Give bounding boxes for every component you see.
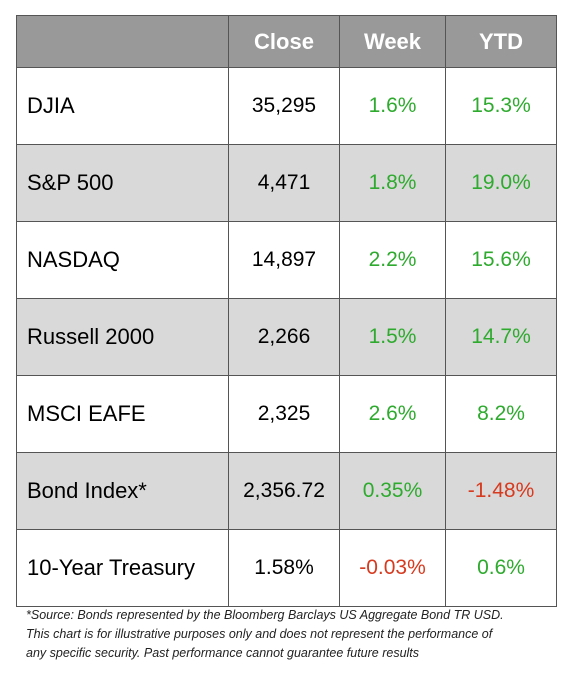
index-name: NASDAQ [16, 221, 229, 299]
header-index [16, 15, 229, 68]
table-row: MSCI EAFE 2,325 2.6% 8.2% [16, 375, 557, 453]
footnote-line: any specific security. Past performance … [26, 646, 420, 660]
week-change: 1.6% [339, 67, 446, 145]
close-value: 35,295 [228, 67, 340, 145]
market-table: Close Week YTD DJIA 35,295 1.6% 15.3% S&… [16, 15, 557, 607]
index-name: MSCI EAFE [16, 375, 229, 453]
header-row: Close Week YTD [16, 15, 557, 68]
index-name: 10-Year Treasury [16, 529, 229, 607]
ytd-change: 19.0% [445, 144, 557, 222]
week-change: 0.35% [339, 452, 446, 530]
footnote-line: *Source: Bonds represented by the Bloomb… [26, 608, 504, 622]
close-value: 2,266 [228, 298, 340, 376]
table-row: S&P 500 4,471 1.8% 19.0% [16, 144, 557, 222]
close-value: 1.58% [228, 529, 340, 607]
week-change: 2.6% [339, 375, 446, 453]
index-name: DJIA [16, 67, 229, 145]
table-row: DJIA 35,295 1.6% 15.3% [16, 67, 557, 145]
header-close: Close [228, 15, 340, 68]
close-value: 14,897 [228, 221, 340, 299]
index-name: Russell 2000 [16, 298, 229, 376]
week-change: -0.03% [339, 529, 446, 607]
ytd-change: 0.6% [445, 529, 557, 607]
close-value: 2,356.72 [228, 452, 340, 530]
header-week: Week [339, 15, 446, 68]
table-row: Russell 2000 2,266 1.5% 14.7% [16, 298, 557, 376]
ytd-change: 8.2% [445, 375, 557, 453]
index-name: S&P 500 [16, 144, 229, 222]
header-ytd: YTD [445, 15, 557, 68]
ytd-change: 15.3% [445, 67, 557, 145]
close-value: 2,325 [228, 375, 340, 453]
ytd-change: 15.6% [445, 221, 557, 299]
ytd-change: -1.48% [445, 452, 557, 530]
ytd-change: 14.7% [445, 298, 557, 376]
table-row: Bond Index* 2,356.72 0.35% -1.48% [16, 452, 557, 530]
index-name: Bond Index* [16, 452, 229, 530]
week-change: 1.8% [339, 144, 446, 222]
footnote-line: This chart is for illustrative purposes … [26, 627, 493, 641]
source-footnote: *Source: Bonds represented by the Bloomb… [26, 606, 556, 663]
week-change: 2.2% [339, 221, 446, 299]
table-row: NASDAQ 14,897 2.2% 15.6% [16, 221, 557, 299]
table-row: 10-Year Treasury 1.58% -0.03% 0.6% [16, 529, 557, 607]
close-value: 4,471 [228, 144, 340, 222]
week-change: 1.5% [339, 298, 446, 376]
